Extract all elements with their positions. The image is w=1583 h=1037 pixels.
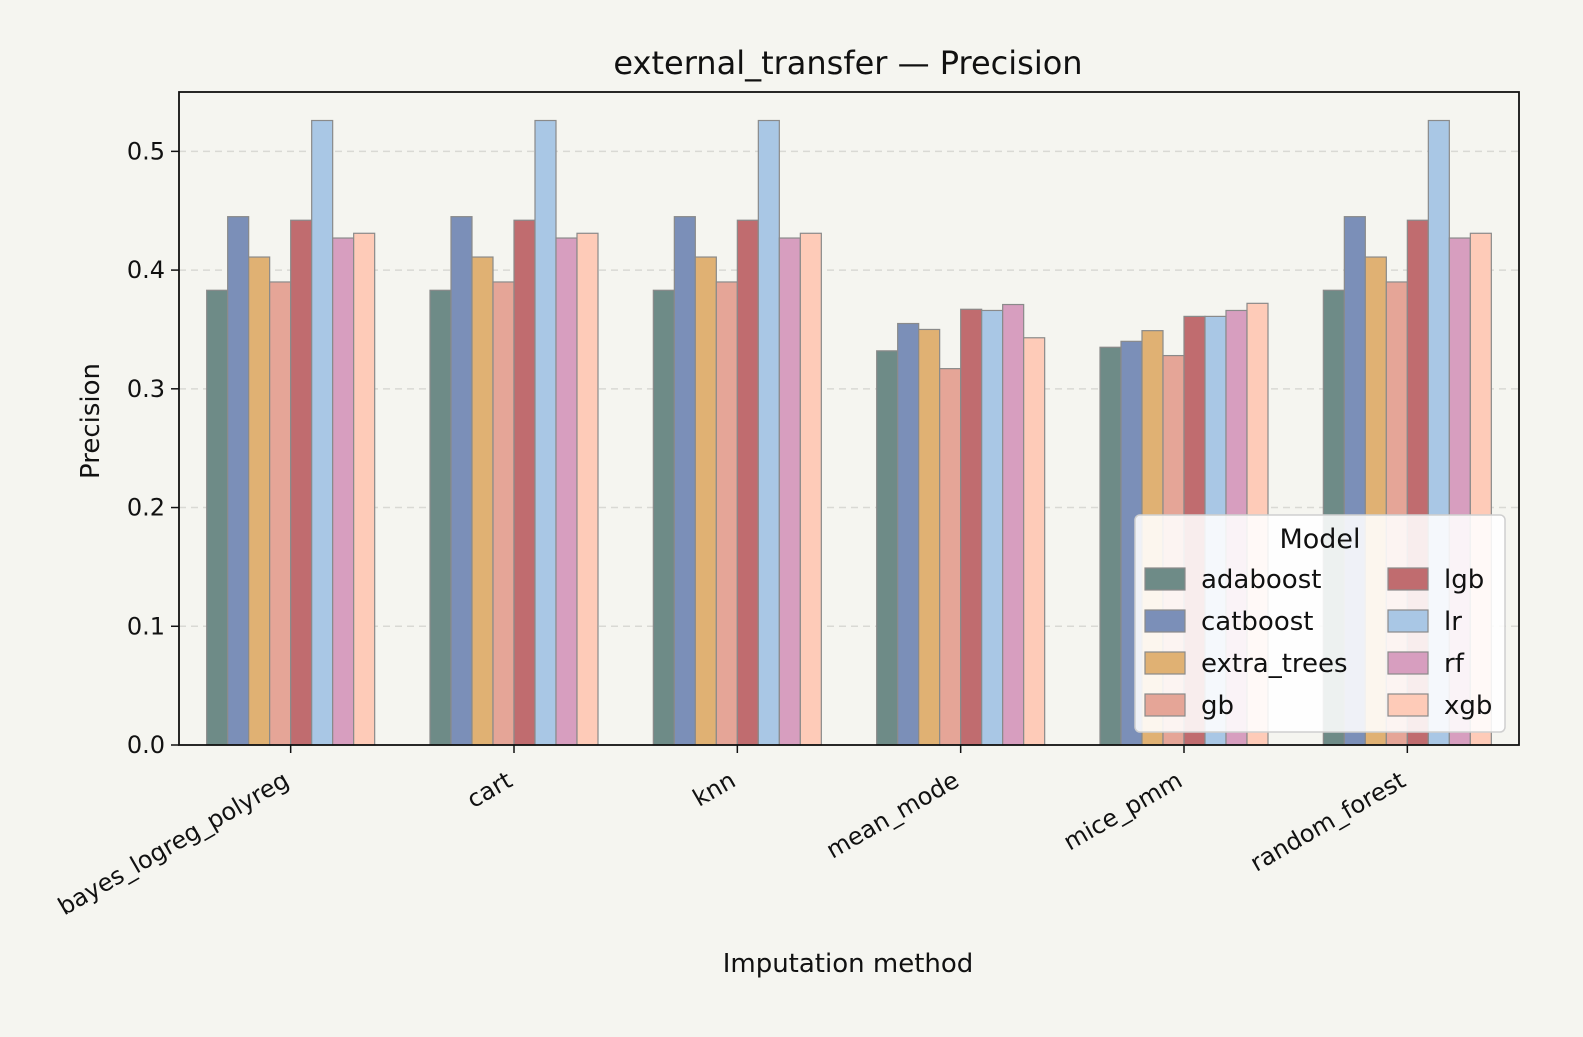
x-axis-title: Imputation method [723, 949, 974, 979]
legend-swatch-lr [1387, 609, 1429, 633]
bar-lr-mean_mode [981, 309, 1004, 746]
bar-xgb-cart [576, 232, 599, 746]
y-tick-label: 0.4 [127, 256, 165, 284]
legend-label-adaboost: adaboost [1201, 565, 1321, 595]
bar-xgb-bayes_logreg_polyreg [353, 232, 376, 746]
legend-swatch-lgb [1387, 567, 1429, 591]
legend-label-extra_trees: extra_trees [1201, 649, 1348, 679]
legend-label-xgb: xgb [1444, 691, 1492, 721]
legend-swatch-catboost [1144, 609, 1186, 633]
bar-gb-cart [492, 281, 515, 746]
x-tick-label: mice_pmm [1059, 766, 1187, 856]
bar-adaboost-mice_pmm [1099, 346, 1122, 746]
legend-swatch-xgb [1387, 693, 1429, 717]
bar-catboost-cart [450, 216, 473, 746]
legend-swatch-rf [1387, 651, 1429, 675]
bar-catboost-bayes_logreg_polyreg [227, 216, 250, 746]
bar-rf-mean_mode [1002, 303, 1025, 746]
legend-swatch-extra_trees [1144, 651, 1186, 675]
bar-gb-knn [715, 281, 738, 746]
legend-swatch-adaboost [1144, 567, 1186, 591]
legend-label-lr: lr [1444, 607, 1462, 637]
y-tick-label: 0.5 [127, 137, 165, 165]
bar-adaboost-cart [429, 289, 452, 746]
y-axis-title: Precision [76, 363, 106, 479]
legend-swatch-gb [1144, 693, 1186, 717]
chart-title: external_transfer — Precision [613, 44, 1082, 82]
x-tick-label: mean_mode [821, 766, 963, 864]
bar-rf-bayes_logreg_polyreg [332, 237, 355, 746]
bar-extra_trees-cart [471, 256, 494, 746]
legend-label-catboost: catboost [1201, 607, 1313, 637]
bar-lr-cart [534, 119, 557, 746]
bar-adaboost-bayes_logreg_polyreg [206, 289, 229, 746]
y-tick-label: 0.3 [127, 375, 165, 403]
bar-lgb-knn [736, 219, 759, 746]
bar-rf-knn [778, 237, 801, 746]
bar-lgb-mean_mode [960, 308, 983, 746]
bar-adaboost-knn [652, 289, 675, 746]
y-tick-label: 0.1 [127, 612, 165, 640]
y-tick-label: 0.0 [127, 731, 165, 759]
bar-extra_trees-bayes_logreg_polyreg [248, 256, 271, 746]
plot-frame [178, 91, 1520, 746]
bar-lgb-cart [513, 219, 536, 746]
x-tick-label: knn [688, 766, 740, 812]
bar-catboost-knn [673, 216, 696, 746]
bar-xgb-knn [799, 232, 822, 746]
bar-xgb-mean_mode [1023, 337, 1046, 746]
bar-extra_trees-knn [694, 256, 717, 746]
bar-adaboost-mean_mode [876, 350, 899, 746]
y-tick-label: 0.2 [127, 494, 165, 522]
x-tick-label: random_forest [1245, 766, 1410, 877]
legend-title: Model [1279, 524, 1360, 555]
bar-lr-knn [757, 119, 780, 746]
bar-gb-mean_mode [939, 368, 962, 746]
legend-label-lgb: lgb [1444, 565, 1484, 595]
bar-extra_trees-mean_mode [918, 328, 941, 746]
bar-lgb-bayes_logreg_polyreg [290, 219, 313, 746]
bar-lr-bayes_logreg_polyreg [311, 119, 334, 746]
bar-rf-cart [555, 237, 578, 746]
legend-label-gb: gb [1201, 691, 1234, 721]
bar-catboost-mean_mode [897, 322, 920, 746]
legend-label-rf: rf [1444, 649, 1465, 679]
x-tick-label: cart [462, 766, 517, 814]
x-tick-label: bayes_logreg_polyreg [53, 766, 293, 921]
bar-gb-bayes_logreg_polyreg [269, 281, 292, 746]
